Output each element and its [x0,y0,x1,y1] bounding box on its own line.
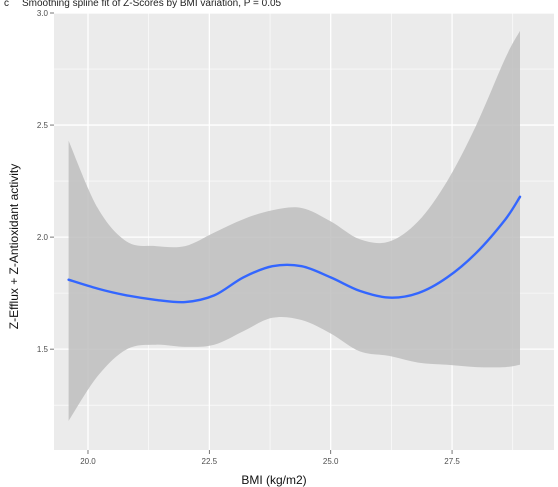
y-axis-ticks: 1.5 2.0 2.5 3.0 [37,9,54,354]
x-tick-label: 25.0 [323,457,339,466]
x-tick-label: 27.5 [444,457,460,466]
y-tick-label: 1.5 [37,345,49,354]
y-tick-label: 3.0 [37,9,49,18]
chart-title: Smoothing spline fit of Z-Scores by BMI … [22,0,282,9]
y-tick-label: 2.0 [37,233,49,242]
x-tick-label: 22.5 [202,457,218,466]
y-axis-label: Z-Efflux + Z-Antioxidant activity [7,164,21,330]
y-tick-label: 2.5 [37,121,49,130]
x-axis-ticks: 20.0 22.5 25.0 27.5 [80,450,460,466]
x-axis-label: BMI (kg/m2) [241,473,306,487]
confidence-band [68,30,520,421]
panel-tag: c [4,0,9,9]
x-tick-label: 20.0 [80,457,96,466]
fit-line [67,195,522,304]
